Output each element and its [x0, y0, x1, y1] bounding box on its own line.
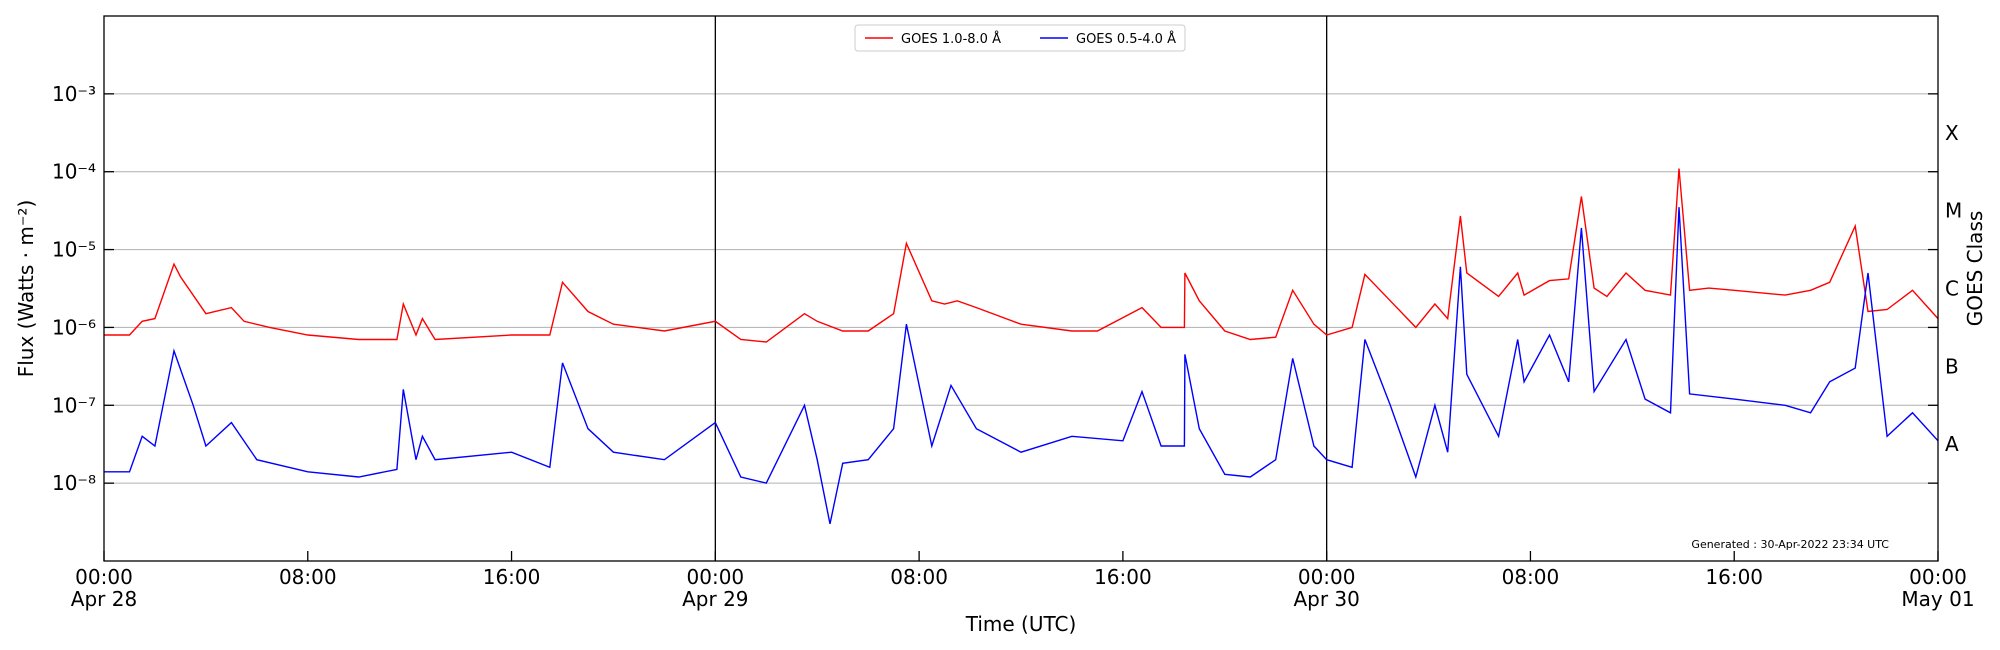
- y-tick-label: 10⁻⁵: [52, 238, 96, 262]
- plot-frame: [103, 15, 1939, 562]
- x-tick-time-label: 16:00: [483, 565, 541, 589]
- y-tick-label: 10⁻⁴: [52, 160, 96, 184]
- y-axis-title: Flux (Watts · m⁻²): [14, 200, 38, 378]
- y-tick-label: 10⁻³: [52, 82, 96, 106]
- goes-class-label: B: [1945, 354, 1959, 378]
- y-tick-label: 10⁻⁶: [52, 315, 96, 339]
- x-tick-date-label: May 01: [1901, 587, 1974, 611]
- x-tick-time-label: 00:00: [75, 565, 133, 589]
- x-tick-time-label: 00:00: [1909, 565, 1967, 589]
- legend-box: [854, 24, 1186, 52]
- series-line-long-channel: [104, 168, 1938, 343]
- y-tick-label: 10⁻⁸: [52, 471, 96, 495]
- x-tick-time-label: 08:00: [890, 565, 948, 589]
- x-tick-time-label: 08:00: [1502, 565, 1560, 589]
- x-tick-date-label: Apr 30: [1293, 587, 1359, 611]
- x-tick-time-label: 16:00: [1094, 565, 1152, 589]
- goes-class-label: M: [1945, 199, 1962, 223]
- x-tick-time-label: 08:00: [279, 565, 337, 589]
- x-axis-title: Time (UTC): [965, 612, 1077, 636]
- x-tick-time-label: 16:00: [1705, 565, 1763, 589]
- x-tick-time-label: 00:00: [1298, 565, 1356, 589]
- generated-timestamp: Generated : 30-Apr-2022 23:34 UTC: [1691, 538, 1889, 551]
- x-tick-date-label: Apr 28: [71, 587, 137, 611]
- legend-label: GOES 1.0-8.0 Å: [901, 31, 1001, 47]
- y2-axis-title: GOES Class: [1963, 211, 1987, 327]
- x-tick-time-label: 00:00: [687, 565, 745, 589]
- goes-class-label: X: [1945, 121, 1959, 145]
- legend-label: GOES 0.5-4.0 Å: [1076, 31, 1176, 47]
- goes-class-label: C: [1945, 277, 1959, 301]
- series-line-short-channel: [104, 207, 1938, 525]
- x-tick-date-label: Apr 29: [682, 587, 748, 611]
- goes-class-label: A: [1945, 432, 1959, 456]
- y-tick-label: 10⁻⁷: [52, 393, 96, 417]
